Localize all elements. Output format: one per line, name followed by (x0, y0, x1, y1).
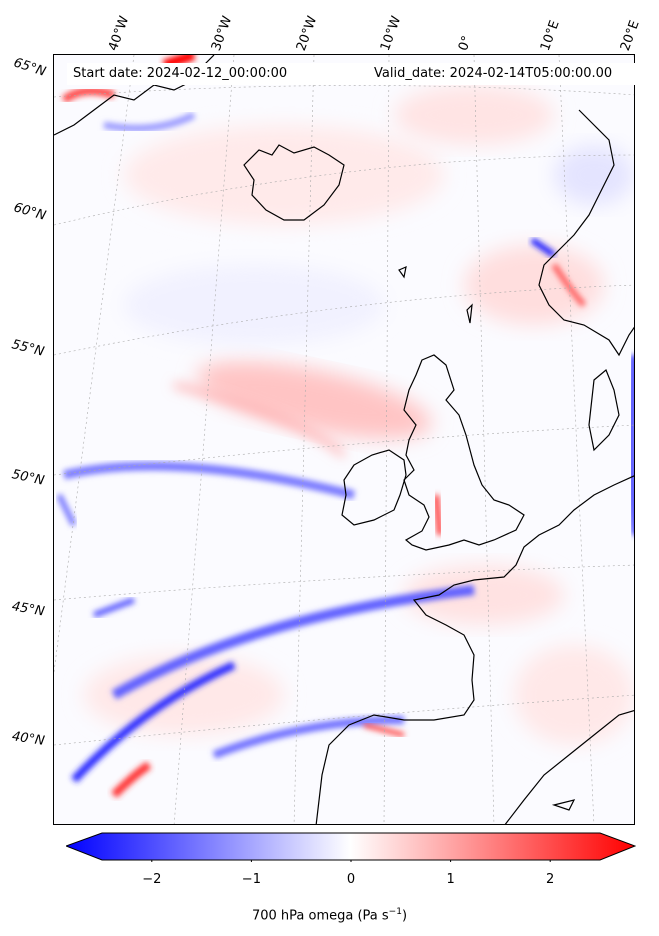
lat-label-50n: 50°N (10, 467, 46, 489)
colorbar-tick-label: −1 (241, 872, 261, 887)
lon-label-40w: 40°W (105, 14, 133, 53)
scandinavia-coast (538, 109, 634, 357)
lat-label-60n: 60°N (11, 200, 48, 224)
lon-label-30w: 30°W (208, 14, 236, 53)
coastlines (54, 55, 634, 824)
valid-date-label: Valid_date: 2024-02-14T05:00:00.00 (374, 66, 613, 81)
faroe-islands (398, 265, 407, 279)
great-britain-coast (403, 354, 525, 551)
ireland-coast (341, 449, 407, 526)
lon-label-20e: 20°E (617, 18, 643, 53)
continent-coast (315, 475, 634, 824)
omega-field-map (54, 55, 634, 824)
start-date-label: Start date: 2024-02-12_00:00:00 (73, 66, 288, 81)
balearic (551, 799, 576, 811)
colorbar-title-text: 700 hPa omega (Pa s (251, 908, 389, 924)
colorbar-tick-label: −2 (142, 872, 162, 887)
date-header (67, 63, 635, 85)
lat-label-45n: 45°N (10, 599, 46, 620)
omega-field (56, 55, 634, 798)
shetland (466, 303, 473, 324)
colorbar-tick-label: 1 (446, 872, 455, 887)
colorbar-tick-label: 2 (546, 872, 555, 887)
lon-label-0: 0° (455, 33, 476, 53)
mediterranean-coast (504, 709, 634, 824)
colorbar (66, 832, 636, 862)
colorbar-ticks (151, 860, 551, 862)
lat-label-55n: 55°N (10, 337, 46, 360)
lat-label-40n: 40°N (10, 729, 46, 750)
lon-label-10w: 10°W (377, 14, 405, 53)
jutland-coast (588, 369, 620, 452)
colorbar-title-exponent: −1 (388, 907, 402, 917)
colorbar-title-close: ) (401, 908, 408, 924)
iceland-coast (243, 144, 345, 221)
lon-label-20w: 20°W (293, 14, 321, 53)
graticule (54, 55, 634, 824)
colorbar-tick-label: 0 (346, 872, 356, 887)
colorbar-title: 700 hPa omega (Pa s−1) (0, 907, 659, 923)
lon-label-10e: 10°E (537, 18, 563, 53)
lat-label-65n: 65°N (11, 55, 48, 80)
map-panel (53, 54, 635, 825)
colorbar-body (66, 832, 636, 861)
